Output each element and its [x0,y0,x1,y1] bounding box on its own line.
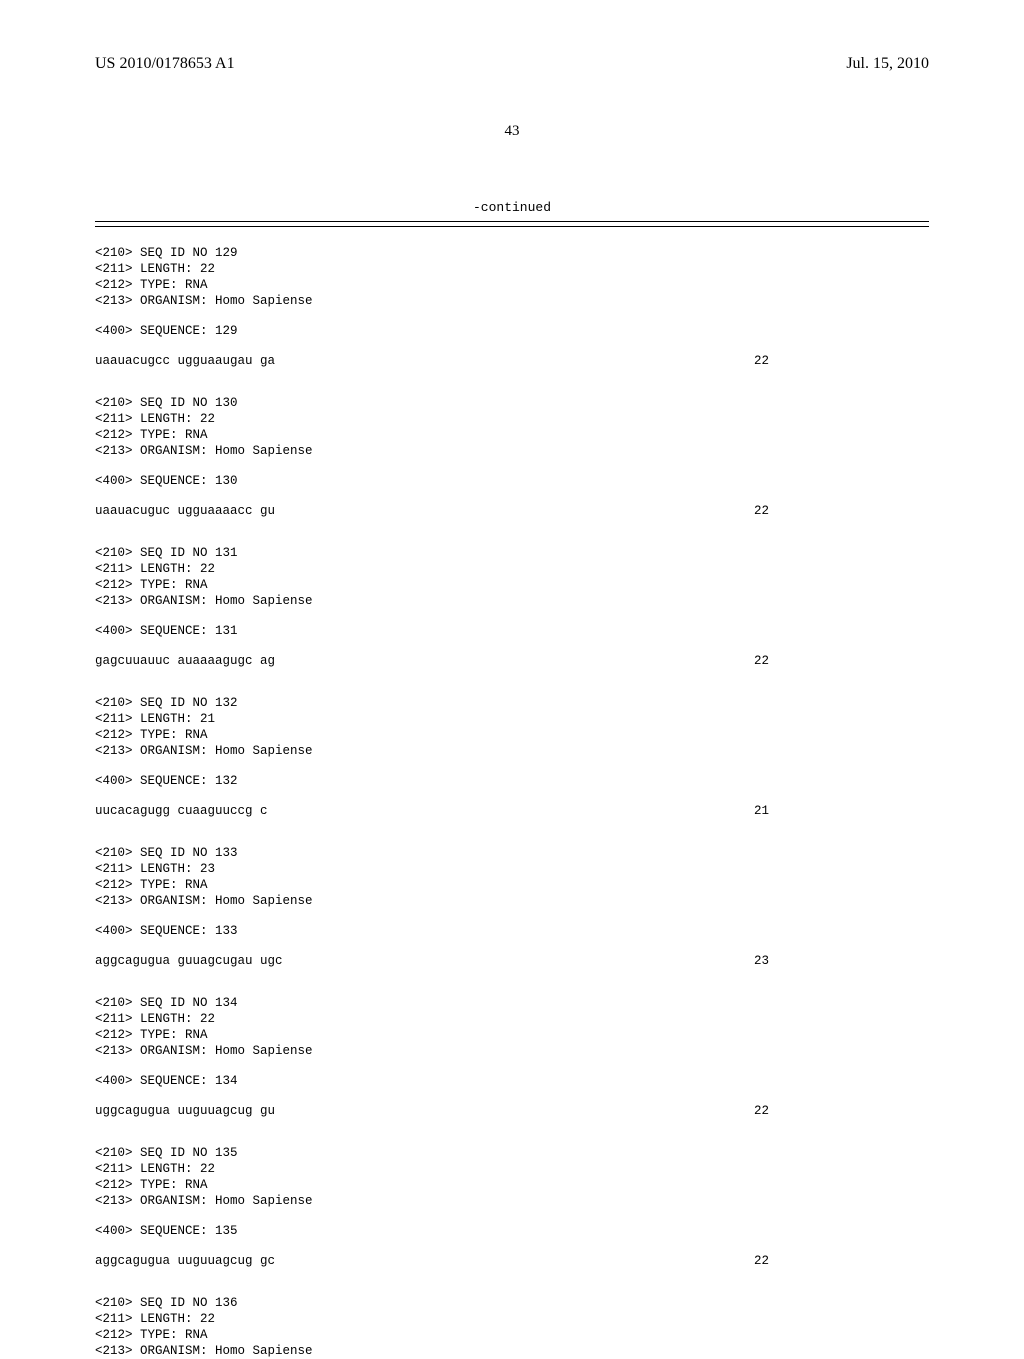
top-rule [95,221,929,222]
spacer [95,1209,929,1223]
spacer [95,489,929,503]
seq-length-line: <211> LENGTH: 21 [95,711,929,727]
seq-type-line: <212> TYPE: RNA [95,427,929,443]
seq-organism-line: <213> ORGANISM: Homo Sapiense [95,593,929,609]
seq-data-text: uggcagugua uuguuagcug gu [95,1103,275,1119]
seq-data-length: 22 [754,1103,929,1119]
spacer [95,789,929,803]
sequence-block: <210> SEQ ID NO 135<211> LENGTH: 22<212>… [95,1145,929,1295]
seq-data-text: aggcagugua uuguuagcug gc [95,1253,275,1269]
publication-number: US 2010/0178653 A1 [95,55,235,73]
seq-data-length: 22 [754,503,929,519]
spacer [95,669,929,695]
seq-organism-line: <213> ORGANISM: Homo Sapiense [95,1193,929,1209]
seq-id-line: <210> SEQ ID NO 130 [95,395,929,411]
seq-data-length: 22 [754,1253,929,1269]
seq-sequence-header: <400> SEQUENCE: 129 [95,323,929,339]
spacer [95,639,929,653]
seq-length-line: <211> LENGTH: 22 [95,1011,929,1027]
sequence-block: <210> SEQ ID NO 131<211> LENGTH: 22<212>… [95,545,929,695]
seq-organism-line: <213> ORGANISM: Homo Sapiense [95,743,929,759]
seq-id-line: <210> SEQ ID NO 136 [95,1295,929,1311]
continued-label: -continued [95,200,929,215]
seq-data-row: gagcuuauuc auaaaagugc ag 22 [95,653,929,669]
seq-id-line: <210> SEQ ID NO 131 [95,545,929,561]
spacer [95,519,929,545]
spacer [95,1089,929,1103]
seq-id-line: <210> SEQ ID NO 132 [95,695,929,711]
seq-length-line: <211> LENGTH: 22 [95,1161,929,1177]
seq-organism-line: <213> ORGANISM: Homo Sapiense [95,893,929,909]
seq-type-line: <212> TYPE: RNA [95,727,929,743]
seq-sequence-header: <400> SEQUENCE: 133 [95,923,929,939]
spacer [95,759,929,773]
seq-data-text: uucacagugg cuaaguuccg c [95,803,268,819]
seq-type-line: <212> TYPE: RNA [95,1027,929,1043]
sequence-block: <210> SEQ ID NO 134<211> LENGTH: 22<212>… [95,995,929,1145]
spacer [95,969,929,995]
sequence-block: <210> SEQ ID NO 129<211> LENGTH: 22<212>… [95,245,929,395]
seq-data-text: uaauacugcc ugguaaugau ga [95,353,275,369]
top-rule-2 [95,226,929,227]
seq-data-length: 23 [754,953,929,969]
seq-data-row: aggcagugua uuguuagcug gc 22 [95,1253,929,1269]
seq-id-line: <210> SEQ ID NO 133 [95,845,929,861]
seq-organism-line: <213> ORGANISM: Homo Sapiense [95,1043,929,1059]
seq-data-text: uaauacuguc ugguaaaacc gu [95,503,275,519]
seq-data-length: 22 [754,353,929,369]
seq-data-length: 22 [754,653,929,669]
page-header: US 2010/0178653 A1 Jul. 15, 2010 [95,55,929,73]
sequence-block: <210> SEQ ID NO 132<211> LENGTH: 21<212>… [95,695,929,845]
seq-type-line: <212> TYPE: RNA [95,877,929,893]
spacer [95,909,929,923]
seq-length-line: <211> LENGTH: 22 [95,411,929,427]
seq-length-line: <211> LENGTH: 22 [95,561,929,577]
sequence-block: <210> SEQ ID NO 130<211> LENGTH: 22<212>… [95,395,929,545]
seq-id-line: <210> SEQ ID NO 129 [95,245,929,261]
seq-organism-line: <213> ORGANISM: Homo Sapiense [95,443,929,459]
seq-length-line: <211> LENGTH: 22 [95,1311,929,1327]
seq-type-line: <212> TYPE: RNA [95,277,929,293]
sequence-block: <210> SEQ ID NO 136<211> LENGTH: 22<212>… [95,1295,929,1359]
seq-data-row: aggcagugua guuagcugau ugc 23 [95,953,929,969]
seq-organism-line: <213> ORGANISM: Homo Sapiense [95,293,929,309]
spacer [95,339,929,353]
seq-data-row: uaauacuguc ugguaaaacc gu 22 [95,503,929,519]
spacer [95,819,929,845]
seq-data-row: uaauacugcc ugguaaugau ga 22 [95,353,929,369]
seq-type-line: <212> TYPE: RNA [95,1177,929,1193]
spacer [95,1269,929,1295]
seq-sequence-header: <400> SEQUENCE: 134 [95,1073,929,1089]
seq-sequence-header: <400> SEQUENCE: 131 [95,623,929,639]
seq-data-length: 21 [754,803,929,819]
seq-data-row: uucacagugg cuaaguuccg c 21 [95,803,929,819]
page-number: 43 [95,123,929,140]
seq-data-text: aggcagugua guuagcugau ugc [95,953,283,969]
spacer [95,1119,929,1145]
seq-length-line: <211> LENGTH: 23 [95,861,929,877]
spacer [95,1239,929,1253]
spacer [95,939,929,953]
publication-date: Jul. 15, 2010 [846,55,929,73]
seq-sequence-header: <400> SEQUENCE: 135 [95,1223,929,1239]
page-container: US 2010/0178653 A1 Jul. 15, 2010 43 -con… [0,0,1024,1320]
seq-id-line: <210> SEQ ID NO 135 [95,1145,929,1161]
seq-data-text: gagcuuauuc auaaaagugc ag [95,653,275,669]
spacer [95,609,929,623]
spacer [95,1059,929,1073]
sequence-block: <210> SEQ ID NO 133<211> LENGTH: 23<212>… [95,845,929,995]
seq-sequence-header: <400> SEQUENCE: 130 [95,473,929,489]
seq-organism-line: <213> ORGANISM: Homo Sapiense [95,1343,929,1359]
spacer [95,459,929,473]
seq-data-row: uggcagugua uuguuagcug gu 22 [95,1103,929,1119]
seq-type-line: <212> TYPE: RNA [95,577,929,593]
seq-id-line: <210> SEQ ID NO 134 [95,995,929,1011]
seq-sequence-header: <400> SEQUENCE: 132 [95,773,929,789]
seq-type-line: <212> TYPE: RNA [95,1327,929,1343]
sequence-listing: <210> SEQ ID NO 129<211> LENGTH: 22<212>… [95,245,929,1359]
spacer [95,369,929,395]
seq-length-line: <211> LENGTH: 22 [95,261,929,277]
spacer [95,309,929,323]
